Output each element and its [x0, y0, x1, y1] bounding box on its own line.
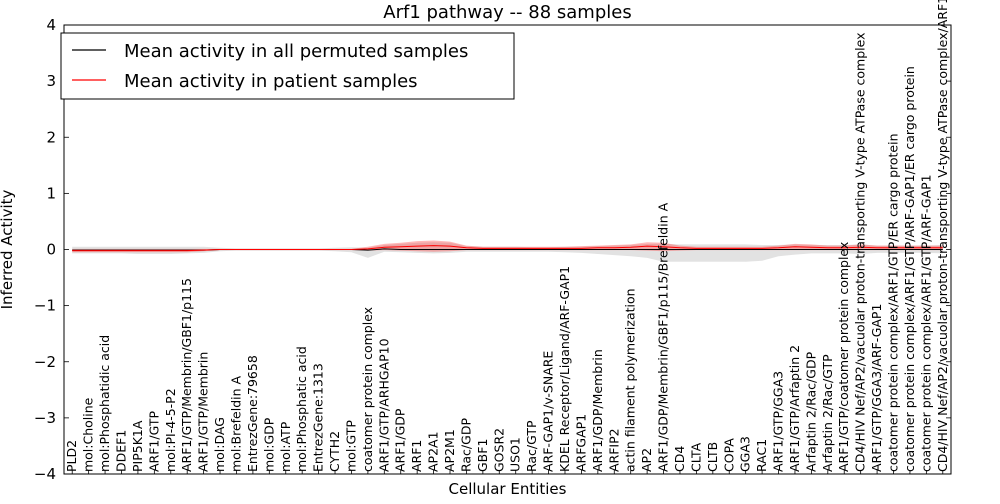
- x-tick-label: EntrezGene:79658: [245, 355, 260, 472]
- x-tick-label: Arfaptin 2/Rac/GDP: [803, 351, 818, 472]
- plot-frame: [63, 24, 952, 475]
- x-tick-label: DDEF1: [113, 430, 128, 472]
- x-tick-label: RAC1: [754, 439, 769, 472]
- x-tick-label: AP2A1: [426, 431, 441, 472]
- y-tick-label: −3: [34, 409, 56, 427]
- lines-layer: [72, 245, 943, 252]
- x-tick-label: CD4/HIV Nef/AP2/vacuolar proton-transpor…: [853, 32, 868, 472]
- y-tick-label: 3: [46, 72, 56, 90]
- x-tick-label: ARF-GAP1/v-SNARE: [541, 351, 556, 472]
- x-tick-label: coatomer protein complex: [360, 307, 375, 472]
- x-tick-label: ARF1/GTP/Membrin/GBF1/p115: [179, 278, 194, 472]
- x-tick-label: ARF1/GTP/coatomer protein complex: [836, 242, 851, 472]
- legend-label-permuted: Mean activity in all permuted samples: [124, 41, 468, 62]
- x-tick-label: mol:GDP: [261, 417, 276, 472]
- x-tick-label: Arfaptin 2/Rac/GTP: [820, 354, 835, 472]
- bands-layer: [72, 240, 943, 262]
- x-tick-label: ARF1/GTP/Membrin: [196, 352, 211, 472]
- x-tick-label: KDEL Receptor/Ligand/ARF-GAP1: [557, 266, 572, 472]
- x-tick-label: ARF1/GTP: [146, 411, 161, 472]
- legend: Mean activity in all permuted samples Me…: [60, 32, 515, 100]
- x-tick-label: CLTA: [688, 442, 703, 472]
- x-tick-label: mol:Phosphatic acid: [294, 346, 309, 472]
- x-tick-label: GGA3: [738, 436, 753, 472]
- x-tick-label: AP2: [639, 448, 654, 472]
- x-tick-label: ARFGAP1: [573, 414, 588, 472]
- x-tick-label: ARF1/GDP: [393, 408, 408, 472]
- x-tick-label: PLD2: [64, 440, 79, 472]
- x-tick-label: USO1: [508, 437, 523, 472]
- y-tick-label: 4: [46, 16, 56, 34]
- x-tick-label: mol:GTP: [343, 420, 358, 472]
- x-tick-label: GBF1: [475, 439, 490, 472]
- x-tick-label: COPA: [721, 438, 736, 472]
- x-tick-label: ARF1/GDP/Membrin/GBF1/p115/Brefeldin A: [656, 202, 671, 472]
- x-tick-labels: PLD2 mol:Choline mol:Phosphatidic acid DDEF…: [64, 0, 950, 474]
- x-tick-label: actin filament polymerization: [623, 288, 638, 472]
- y-tick-label: −4: [34, 465, 56, 483]
- x-tick-label: ARF1/GTP/ARHGAP10: [376, 338, 391, 472]
- x-tick-label: ARF1/GDP/Membrin: [590, 349, 605, 472]
- x-tick-label: CD4: [672, 446, 687, 472]
- legend-box: [60, 32, 515, 100]
- chart-title: Arf1 pathway -- 88 samples: [383, 2, 631, 23]
- legend-label-patient: Mean activity in patient samples: [124, 71, 418, 92]
- band-permuted: [72, 242, 943, 262]
- y-tick-label: 1: [46, 184, 56, 202]
- x-tick-label: coatomer protein complex/ARF1/GTP/ER car…: [886, 133, 901, 472]
- y-tick-label: −2: [34, 353, 56, 371]
- x-tick-label: Rac/GDP: [458, 418, 473, 472]
- x-tick-label: mol:PI-4-5-P2: [163, 388, 178, 472]
- x-tick-label: ARF1/GTP/GGA3/ARF-GAP1: [869, 304, 884, 472]
- x-tick-label: AP2M1: [442, 429, 457, 472]
- line-patient-mean: [72, 245, 943, 252]
- x-tick-label: mol:Phosphatidic acid: [97, 335, 112, 472]
- x-tick-label: PIP5K1A: [130, 420, 145, 472]
- x-tick-label: ARFIP2: [606, 428, 621, 472]
- x-tick-label: mol:Brefeldin A: [228, 375, 243, 472]
- x-tick-label: coatomer protein complex/ARF1/GTP/ARF-GA…: [918, 174, 933, 472]
- x-tick-label: ARF1/GTP/Arfaptin 2: [787, 345, 802, 472]
- y-tick-label: 2: [46, 128, 56, 146]
- x-tick-label: ARF1/GTP/GGA3: [771, 371, 786, 472]
- y-tick-label: 0: [46, 241, 56, 259]
- x-tick-label: CD4/HIV Nef/AP2/vacuolar proton-transpor…: [935, 0, 950, 472]
- y-axis-label: Inferred Activity: [0, 189, 16, 309]
- x-tick-label: EntrezGene:1313: [311, 363, 326, 472]
- x-axis-label: Cellular Entities: [449, 480, 567, 498]
- x-tick-label: ARF1: [409, 440, 424, 472]
- x-tick-label: coatomer protein complex/ARF1/GTP/ARF-GA…: [902, 66, 917, 472]
- x-tick-label: Rac/GTP: [524, 420, 539, 472]
- x-tick-label: GOSR2: [491, 428, 506, 472]
- x-tick-label: CLTB: [705, 442, 720, 472]
- x-tick-label: mol:ATP: [278, 421, 293, 472]
- y-tick-label: −1: [34, 297, 56, 315]
- x-tick-label: mol:DAG: [212, 417, 227, 472]
- x-tick-label: CYTH2: [327, 431, 342, 472]
- x-tick-label: mol:Choline: [81, 397, 96, 472]
